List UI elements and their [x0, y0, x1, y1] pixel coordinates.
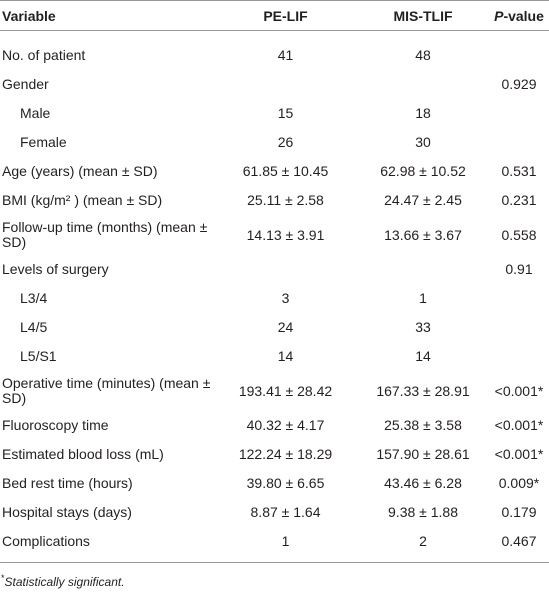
header-cell: Variable — [0, 0, 212, 31]
table-row: Male 15 18 — [0, 99, 549, 128]
row-label: Hospital stays (days) — [2, 504, 132, 520]
cell: 0.179 — [501, 504, 537, 520]
table-row: Female 26 30 — [0, 128, 549, 157]
cell: 8.87 ± 1.64 — [250, 504, 321, 520]
table-row: Complications 1 2 0.467 — [0, 527, 549, 563]
cell — [487, 99, 549, 128]
cell: 0.91 — [505, 261, 533, 277]
cell — [212, 70, 359, 99]
row-label: Follow-up time (months) (mean ± SD) — [2, 219, 208, 250]
footnote: *Statistically significant. — [0, 573, 549, 589]
table-row: No. of patient 41 48 — [0, 31, 549, 71]
table-row: Fluoroscopy time 40.32 ± 4.17 25.38 ± 3.58… — [0, 411, 549, 440]
cell: 2 — [359, 527, 487, 563]
table-row: L4/5 24 33 — [0, 313, 549, 342]
table-row: Gender 0.929 — [0, 70, 549, 99]
row-label: Fluoroscopy time — [2, 417, 109, 433]
cell: 0.531 — [501, 163, 537, 179]
cell — [487, 342, 549, 371]
data-table: Variable PE-LIF MIS-TLIF P-value No. of pat… — [0, 0, 549, 563]
footnote-text: Statistically significant. — [4, 575, 125, 589]
cell: 62.98 ± 10.52 — [380, 163, 466, 179]
table-row: Follow-up time (months) (mean ± SD) 14.13… — [0, 215, 549, 255]
header-cell: MIS-TLIF — [359, 0, 487, 31]
row-label: Estimated blood loss (mL) — [2, 446, 164, 462]
row-label: L4/5 — [20, 319, 48, 335]
cell: 41 — [277, 47, 294, 63]
cell: 1 — [419, 290, 427, 306]
row-label: Bed rest time (hours) — [2, 475, 133, 491]
cell — [359, 255, 487, 284]
row-label: L3/4 — [20, 290, 48, 306]
cell: 14.13 ± 3.91 — [246, 226, 325, 243]
cell: 33 — [415, 319, 431, 335]
header-text: -value — [503, 7, 544, 24]
cell: 3 — [281, 290, 290, 306]
table-row: Operative time (minutes) (mean ± SD) 193.… — [0, 371, 549, 411]
cell: 61.85 ± 10.45 — [242, 163, 329, 179]
table-row: L5/S1 14 14 — [0, 342, 549, 371]
cell: 157.90 ± 28.61 — [376, 446, 470, 462]
cell: 18 — [415, 105, 431, 121]
cell: <0.001* — [494, 382, 544, 399]
cell — [487, 128, 549, 157]
header-italic: P — [494, 7, 504, 24]
row-label: Age (years) (mean ± SD) — [2, 163, 158, 179]
cell: 24 — [277, 319, 294, 335]
cell: <0.001* — [494, 446, 544, 462]
row-label: BMI (kg/m² ) (mean ± SD) — [2, 192, 163, 208]
table-row: Levels of surgery 0.91 — [0, 255, 549, 284]
cell: 15 — [277, 105, 294, 121]
cell: 14 — [415, 348, 431, 364]
cell: 43.46 ± 6.28 — [384, 475, 462, 491]
header-cell: PE-LIF — [212, 0, 359, 31]
row-label: Levels of surgery — [2, 261, 109, 277]
cell: 24.47 ± 2.45 — [384, 192, 462, 208]
table-row: L3/4 3 1 — [0, 284, 549, 313]
row-label: Complications — [0, 527, 212, 563]
cell — [487, 284, 549, 313]
cell: 122.24 ± 18.29 — [238, 446, 333, 462]
table-row: BMI (kg/m² ) (mean ± SD) 25.11 ± 2.58 24.4… — [0, 186, 549, 215]
table-row: Bed rest time (hours) 39.80 ± 6.65 43.46 ±… — [0, 469, 549, 498]
cell: 0.558 — [501, 226, 537, 243]
cell: 14 — [277, 348, 294, 364]
cell — [487, 31, 549, 71]
row-label: No. of patient — [2, 47, 86, 63]
row-label: Operative time (minutes) (mean ± SD) — [2, 375, 211, 406]
cell: 30 — [415, 134, 431, 150]
table-row: Estimated blood loss (mL) 122.24 ± 18.29 1… — [0, 440, 549, 469]
cell: 48 — [415, 47, 431, 63]
cell: 0.231 — [501, 192, 537, 208]
cell: 167.33 ± 28.91 — [376, 382, 470, 399]
row-label: Female — [20, 134, 67, 150]
header-row: Variable PE-LIF MIS-TLIF P-value — [0, 0, 549, 31]
cell: 39.80 ± 6.65 — [246, 475, 325, 491]
table-row: Hospital stays (days) 8.87 ± 1.64 9.38 ± 1… — [0, 498, 549, 527]
row-label: L5/S1 — [20, 348, 57, 364]
cell: 26 — [277, 134, 294, 150]
cell: 193.41 ± 28.42 — [238, 382, 333, 399]
cell: 25.11 ± 2.58 — [247, 192, 324, 208]
row-label: Male — [20, 105, 51, 121]
header-cell: P-value — [487, 0, 549, 31]
cell: <0.001* — [494, 417, 544, 433]
cell: 1 — [212, 527, 359, 563]
cell: 9.38 ± 1.88 — [388, 504, 458, 520]
cell: 0.009* — [498, 475, 540, 491]
footnote-mark: * — [1, 573, 5, 583]
cell: 40.32 ± 4.17 — [246, 417, 325, 433]
cell — [487, 313, 549, 342]
table-row: Age (years) (mean ± SD) 61.85 ± 10.45 62.9… — [0, 157, 549, 186]
cell: 0.929 — [501, 76, 537, 92]
cell: 25.38 ± 3.58 — [384, 417, 462, 433]
cell — [359, 70, 487, 99]
row-label: Gender — [2, 76, 49, 92]
cell — [212, 255, 359, 284]
cell: 13.66 ± 3.67 — [384, 226, 462, 243]
cell: 0.467 — [487, 527, 549, 563]
